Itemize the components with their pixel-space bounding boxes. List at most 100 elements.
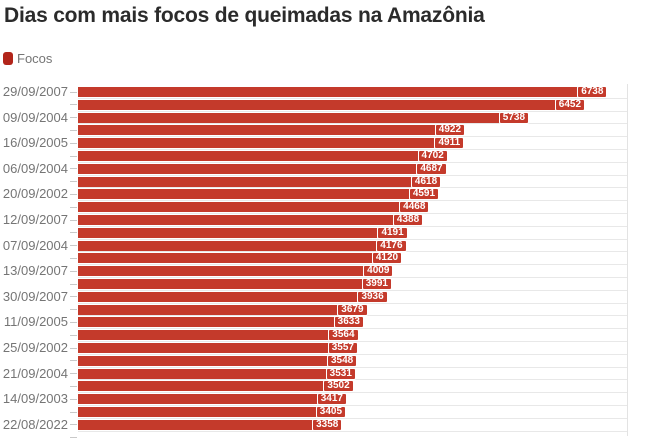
axis-tick bbox=[70, 117, 77, 119]
bar-value-label: 3936 bbox=[357, 290, 388, 303]
axis-tick bbox=[70, 309, 77, 311]
bar-value-label: 3358 bbox=[312, 418, 343, 431]
axis-tick bbox=[70, 360, 77, 362]
bar: 4191 bbox=[78, 226, 408, 239]
axis-tick bbox=[70, 129, 77, 131]
category-label: 07/09/2004 bbox=[2, 237, 68, 253]
axis-tick bbox=[70, 219, 77, 221]
axis-tick bbox=[70, 257, 77, 259]
axis-tick bbox=[70, 347, 77, 349]
bar: 3633 bbox=[78, 316, 364, 329]
bar: 3358 bbox=[78, 418, 343, 431]
bar: 4687 bbox=[78, 162, 447, 175]
axis-tick bbox=[70, 181, 77, 183]
category-label: 11/09/2005 bbox=[3, 314, 68, 330]
gridline bbox=[78, 238, 627, 240]
bar-value-label: 5738 bbox=[498, 111, 530, 124]
gridline bbox=[78, 225, 627, 227]
bar: 3557 bbox=[78, 342, 358, 354]
gridline bbox=[78, 315, 627, 317]
legend-marker-icon bbox=[3, 51, 13, 65]
category-label: 29/09/2007 bbox=[2, 84, 68, 99]
axis-tick bbox=[70, 411, 77, 413]
category-label: 12/09/2007 bbox=[2, 212, 68, 227]
category-label: 30/09/2007 bbox=[2, 288, 68, 304]
bar: 4911 bbox=[78, 137, 465, 150]
gridline bbox=[78, 110, 627, 112]
bar-value-label: 4120 bbox=[371, 252, 403, 265]
bar: 6738 bbox=[78, 86, 608, 98]
bar: 3564 bbox=[78, 329, 359, 342]
gridline bbox=[78, 277, 627, 278]
category-label: 22/08/2022 bbox=[2, 416, 68, 432]
bar-value-label: 4911 bbox=[434, 137, 465, 150]
gridline bbox=[78, 379, 627, 381]
bar: 3548 bbox=[78, 354, 358, 367]
axis-tick bbox=[70, 232, 77, 234]
plot-right-edge-line bbox=[627, 84, 628, 436]
bar: 3417 bbox=[78, 393, 347, 406]
bar-value-label: 4009 bbox=[363, 265, 394, 278]
bar: 4922 bbox=[78, 124, 466, 137]
gridline bbox=[78, 200, 627, 202]
bar-value-label: 3417 bbox=[316, 393, 347, 406]
bar-value-label: 4388 bbox=[392, 214, 424, 226]
gridline bbox=[78, 417, 627, 419]
category-label: 14/09/2003 bbox=[2, 391, 68, 407]
gridline bbox=[78, 161, 627, 163]
bar: 6452 bbox=[78, 98, 586, 111]
bar-value-label: 3564 bbox=[328, 329, 359, 342]
axis-tick bbox=[70, 321, 77, 323]
gridline bbox=[78, 187, 627, 189]
bar-value-label: 4618 bbox=[410, 175, 442, 188]
bar: 4009 bbox=[78, 265, 394, 278]
gridline bbox=[78, 430, 627, 432]
gridline bbox=[78, 341, 627, 342]
category-label: 09/09/2004 bbox=[2, 109, 68, 125]
category-label: 21/09/2004 bbox=[2, 365, 68, 381]
bar-value-label: 3679 bbox=[337, 303, 368, 316]
bar: 4591 bbox=[78, 188, 440, 201]
bar: 3936 bbox=[78, 290, 388, 303]
legend-label: Focos bbox=[17, 50, 53, 66]
bar: 3531 bbox=[78, 367, 356, 380]
gridline bbox=[78, 392, 627, 394]
bar-value-label: 6452 bbox=[554, 98, 586, 111]
bar-value-label: 4702 bbox=[417, 150, 448, 162]
axis-tick bbox=[70, 296, 77, 298]
gridline bbox=[78, 97, 627, 99]
bar: 4702 bbox=[78, 150, 448, 162]
axis-tick bbox=[70, 206, 77, 208]
gridline bbox=[78, 174, 627, 176]
chart-title: Dias com mais focos de queimadas na Amaz… bbox=[4, 4, 485, 27]
gridline bbox=[78, 251, 627, 253]
bar-value-label: 4468 bbox=[399, 201, 430, 214]
bar-value-label: 3405 bbox=[315, 406, 347, 418]
bar-value-label: 4591 bbox=[408, 188, 440, 201]
bar: 4468 bbox=[78, 201, 430, 214]
gridline bbox=[78, 264, 627, 266]
axis-tick bbox=[70, 283, 77, 285]
category-label: 16/09/2005 bbox=[2, 135, 68, 151]
plot-area: 6738 6452 5738 4922 4911 4702 4687 4618 4591 4468… bbox=[78, 84, 628, 442]
bar-chart: 29/09/2007 09/09/2004 16/09/2005 06/09/2004… bbox=[0, 84, 652, 442]
axis-tick bbox=[70, 142, 77, 144]
category-label: 06/09/2004 bbox=[2, 160, 68, 176]
gridline bbox=[78, 366, 627, 368]
bar-value-label: 6738 bbox=[577, 86, 608, 98]
axis-tick bbox=[70, 91, 77, 93]
gridline bbox=[78, 302, 627, 304]
gridline bbox=[78, 405, 627, 406]
gridline bbox=[78, 213, 627, 214]
bar-value-label: 4176 bbox=[376, 239, 407, 252]
axis-tick bbox=[70, 424, 77, 426]
category-label: 20/09/2002 bbox=[2, 186, 68, 202]
axis-tick bbox=[70, 334, 77, 336]
axis-tick bbox=[70, 245, 77, 247]
axis-tick bbox=[70, 398, 77, 400]
bar-value-label: 3633 bbox=[333, 316, 364, 329]
legend: Focos bbox=[3, 50, 53, 66]
bar: 4120 bbox=[78, 252, 403, 265]
category-axis: 29/09/2007 09/09/2004 16/09/2005 06/09/2004… bbox=[0, 84, 77, 442]
axis-tick bbox=[70, 270, 77, 272]
